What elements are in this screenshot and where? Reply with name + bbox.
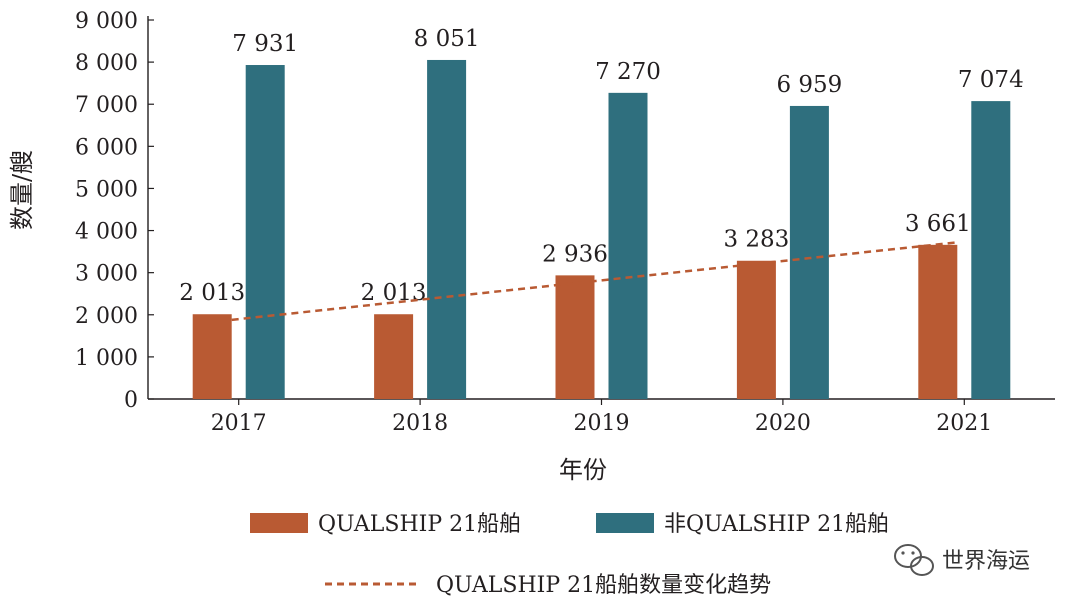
legend-swatch-non-qualship [596,513,654,533]
y-tick-label: 1 000 [75,346,138,371]
bars [192,59,1011,400]
data-label-non-qualship: 6 959 [776,72,842,98]
y-tick-label: 0 [124,388,138,413]
y-tick-label: 8 000 [75,51,138,76]
watermark-text: 世界海运 [942,549,1030,574]
bar-non-qualship [245,65,285,399]
bar-qualship [555,275,595,399]
x-tick-label: 2019 [574,411,630,436]
y-tick-label: 6 000 [75,135,138,160]
data-label-qualship: 2 936 [542,241,608,267]
bar-qualship [374,314,414,399]
y-tick-label: 7 000 [75,93,138,118]
bar-non-qualship [608,92,648,399]
watermark: 世界海运 [894,544,1030,576]
wechat-icon [894,544,934,576]
bar-non-qualship [789,105,829,399]
x-tick-label: 2018 [392,411,448,436]
data-label-non-qualship: 7 270 [595,59,661,85]
bar-non-qualship [971,101,1011,399]
bar-qualship [918,244,958,399]
bar-qualship [192,314,232,399]
y-ticks: 0 1 000 2 000 3 000 4 000 5 000 6 000 7 000 8 00… [75,9,154,413]
x-ticks: 2017 2018 2019 2020 2021 [211,399,992,436]
data-label-non-qualship: 7 931 [232,31,298,57]
x-tick-label: 2020 [755,411,811,436]
legend-label-qualship: QUALSHIP 21船舶 [318,512,521,537]
data-label-qualship: 2 013 [179,280,245,306]
y-tick-label: 4 000 [75,220,138,245]
data-label-qualship: 3 661 [905,211,971,237]
y-tick-label: 9 000 [75,9,138,34]
legend-swatch-qualship [250,513,308,533]
x-tick-label: 2021 [936,411,992,436]
x-axis-title: 年份 [559,456,607,484]
x-tick-label: 2017 [211,411,267,436]
y-tick-label: 3 000 [75,262,138,287]
trend-line [231,241,958,322]
legend-label-non-qualship: 非QUALSHIP 21船舶 [664,512,889,537]
data-label-non-qualship: 7 074 [958,67,1024,93]
y-tick-label: 2 000 [75,304,138,329]
data-label-qualship: 3 283 [723,227,789,253]
y-tick-label: 5 000 [75,177,138,202]
bar-non-qualship [427,59,467,400]
legend: QUALSHIP 21船舶 非QUALSHIP 21船舶 QUALSHIP 21… [250,512,889,598]
legend-label-trend: QUALSHIP 21船舶数量变化趋势 [436,573,771,598]
bar-qualship [736,260,776,399]
data-label-non-qualship: 8 051 [414,26,480,52]
y-axis-title: 数量/艘 [8,150,36,230]
